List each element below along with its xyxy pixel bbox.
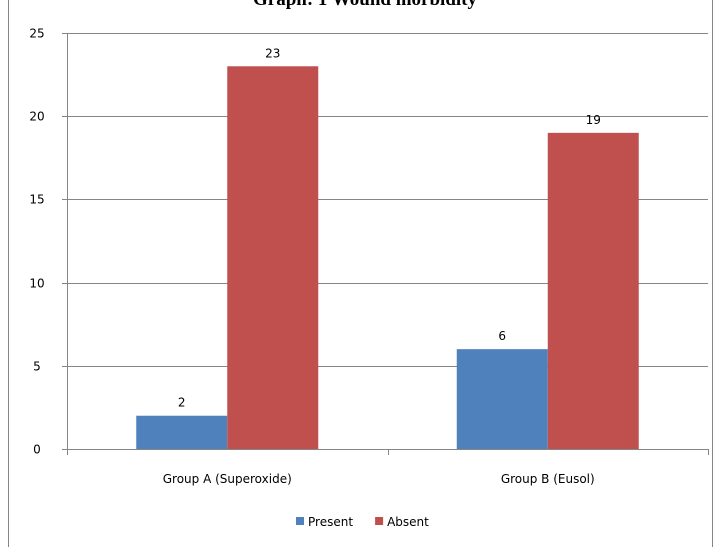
bar-absent xyxy=(227,66,319,449)
y-tick-label: 0 xyxy=(33,443,41,457)
chart-title: Graph: 1 Wound morbidity xyxy=(253,0,478,10)
legend-label-present: Present xyxy=(308,515,353,529)
gridlines xyxy=(67,33,708,367)
bars xyxy=(136,66,639,449)
data-label: 6 xyxy=(498,329,506,343)
data-labels: 2 23 6 19 xyxy=(178,46,601,409)
legend-swatch-present xyxy=(296,517,304,525)
x-category-labels: Group A (Superoxide) Group B (Eusol) xyxy=(163,472,595,486)
legend-label-absent: Absent xyxy=(387,515,429,529)
legend: Present Absent xyxy=(296,515,429,529)
y-tick-label: 10 xyxy=(29,277,44,291)
bar-absent xyxy=(547,132,639,449)
x-category-label: Group A (Superoxide) xyxy=(163,472,292,486)
bar-present xyxy=(136,415,228,449)
data-label: 2 xyxy=(178,396,186,410)
y-tick-label: 20 xyxy=(29,110,44,124)
y-tick-labels: 0 5 10 15 20 25 xyxy=(29,27,44,457)
bar-present xyxy=(456,349,548,449)
y-tick-label: 25 xyxy=(29,27,44,41)
data-label: 23 xyxy=(265,46,280,60)
x-category-label: Group B (Eusol) xyxy=(501,472,595,486)
axes xyxy=(62,33,709,455)
y-tick-label: 15 xyxy=(29,193,44,207)
data-label: 19 xyxy=(586,113,601,127)
legend-swatch-absent xyxy=(375,517,384,525)
y-tick-label: 5 xyxy=(33,360,41,374)
